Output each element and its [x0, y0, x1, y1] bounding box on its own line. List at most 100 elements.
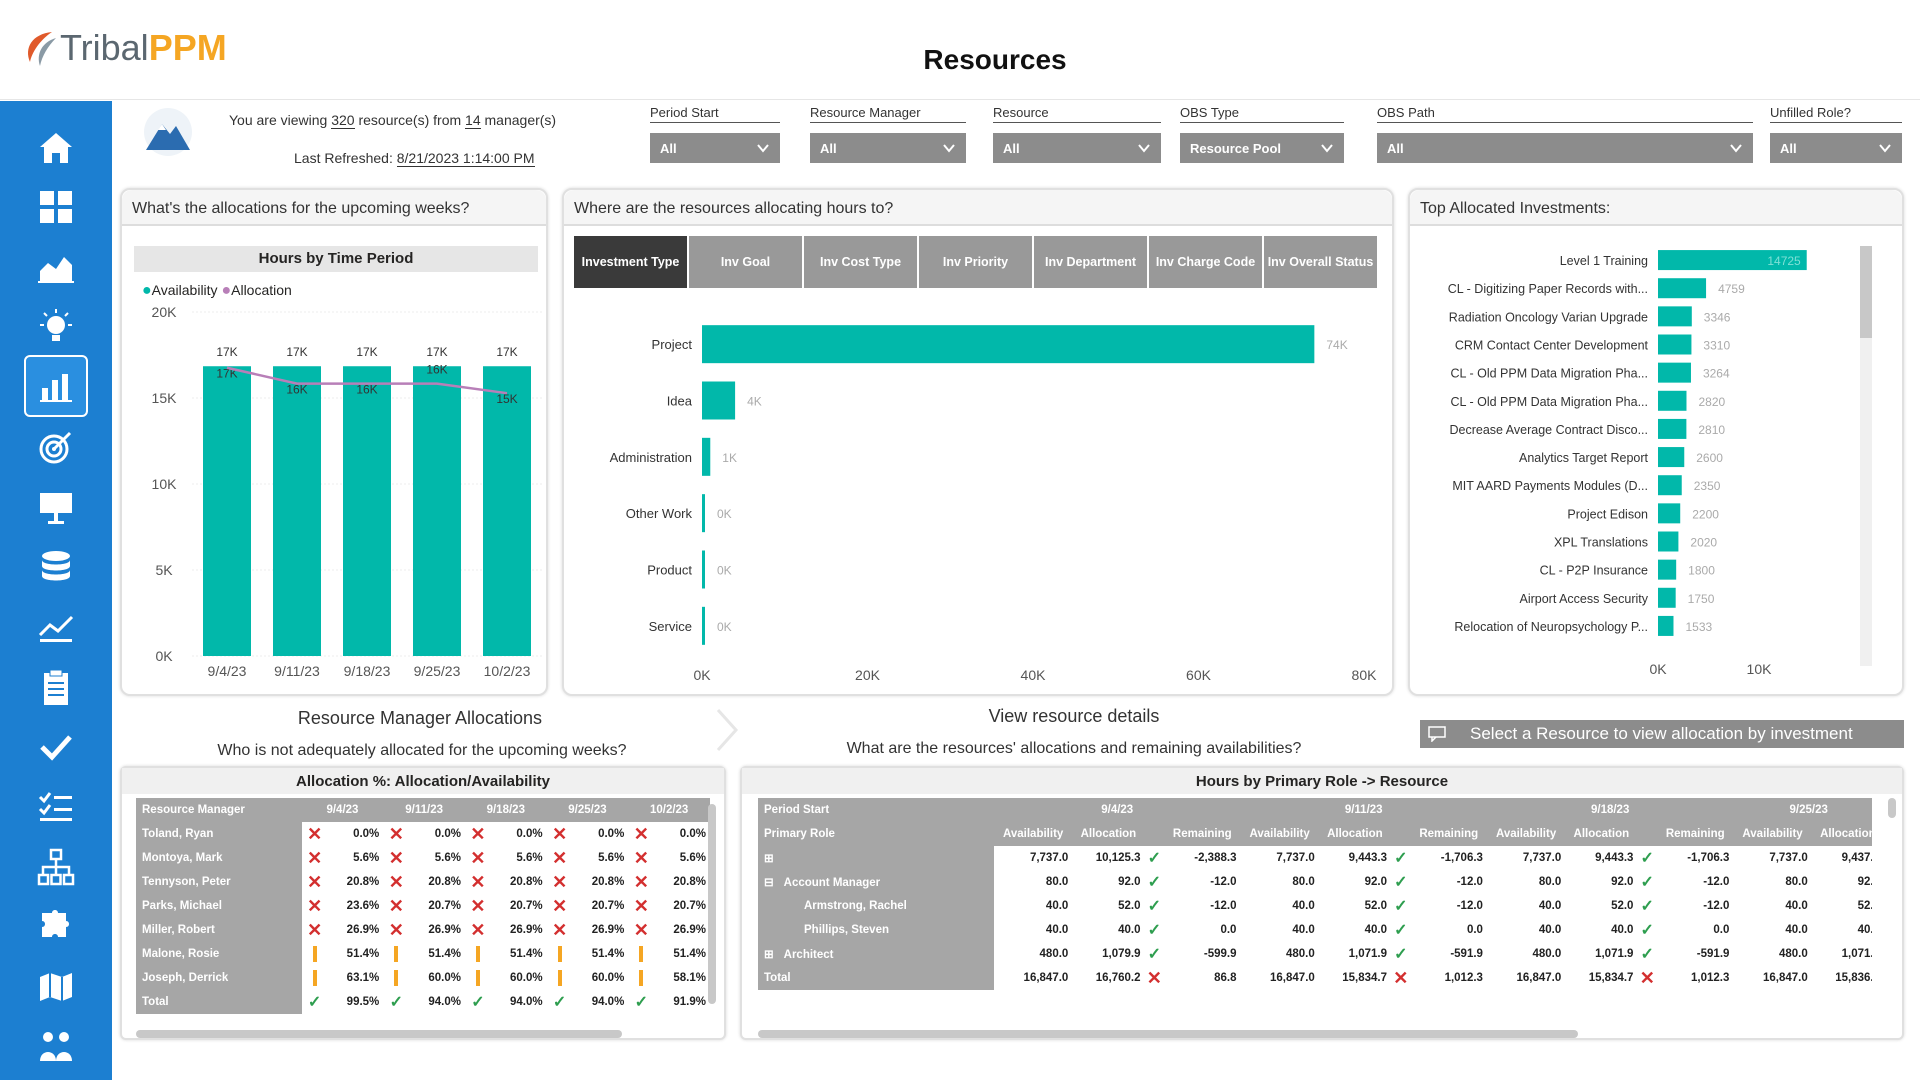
panel-title: Where are the resources allocating hours…: [564, 190, 1392, 226]
status-header[interactable]: [1637, 822, 1658, 846]
column-header[interactable]: 9/18/23: [464, 798, 547, 822]
status-cell: ✓: [383, 990, 409, 1014]
table-row[interactable]: Total 16,847.0 16,760.2 ✕ 86.8 16,847.0 15,834…: [758, 966, 1872, 990]
sub-column-header[interactable]: Allocation: [1565, 822, 1638, 846]
column-header[interactable]: 9/4/23: [301, 798, 384, 822]
home-icon[interactable]: [24, 119, 88, 175]
slicer-dropdown[interactable]: All: [1377, 133, 1753, 163]
row-label[interactable]: ⊟ Account Manager: [758, 870, 994, 894]
clipboard-icon[interactable]: [24, 659, 88, 715]
people-icon[interactable]: [24, 1019, 88, 1075]
period-header[interactable]: 9/18/23: [1486, 798, 1734, 822]
vertical-scrollbar[interactable]: [708, 804, 716, 1004]
period-header[interactable]: 9/4/23: [994, 798, 1241, 822]
presentation-icon[interactable]: [24, 479, 88, 535]
org-chart-icon[interactable]: [24, 839, 88, 895]
table-row[interactable]: Montoya, Mark ✕ 5.6% ✕ 5.6% ✕ 5.6% ✕ 5.6% ✕ 5.6%: [136, 846, 710, 870]
status-cell: [302, 966, 328, 990]
status-cell: ✓: [1391, 846, 1411, 870]
lightbulb-icon[interactable]: [24, 299, 88, 355]
table-row[interactable]: Phillips, Steven 40.0 40.0 ✓ 0.0 40.0 40.0 ✓ 0.0…: [758, 918, 1872, 942]
check-icon: ✓: [1147, 946, 1162, 963]
status-cell: [383, 966, 409, 990]
tab-inv-overall-status[interactable]: Inv Overall Status: [1264, 236, 1377, 288]
column-header[interactable]: 9/11/23: [383, 798, 465, 822]
expand-icon[interactable]: ⊞: [764, 949, 774, 961]
table-row[interactable]: ⊞ Architect 480.0 1,079.9 ✓ -599.9 480.0 1,071.…: [758, 942, 1872, 966]
table-row[interactable]: Total ✓ 99.5% ✓ 94.0% ✓ 94.0% ✓ 94.0% ✓ 91.9%: [136, 990, 710, 1014]
x-tick-label: 9/18/23: [344, 663, 391, 679]
column-header[interactable]: Resource Manager: [136, 798, 302, 822]
hours-value: 40.0: [1364, 924, 1387, 936]
table-row[interactable]: Tennyson, Peter ✕ 20.8% ✕ 20.8% ✕ 20.8% ✕ 20.8% ✕…: [136, 870, 710, 894]
row-label[interactable]: Phillips, Steven: [758, 918, 994, 942]
investment-label: Level 1 Training: [1560, 254, 1648, 268]
area-chart-icon[interactable]: [24, 239, 88, 295]
sub-column-header[interactable]: Availability: [994, 822, 1073, 846]
line-chart-icon[interactable]: [24, 599, 88, 655]
horizontal-scrollbar[interactable]: [758, 1030, 1578, 1038]
slicer-dropdown[interactable]: Resource Pool: [1180, 133, 1344, 163]
tab-inv-priority[interactable]: Inv Priority: [919, 236, 1032, 288]
sub-column-header[interactable]: Allocation: [1072, 822, 1145, 846]
sub-column-header[interactable]: Allocation: [1318, 822, 1391, 846]
table-row[interactable]: Toland, Ryan ✕ 0.0% ✕ 0.0% ✕ 0.0% ✕ 0.0% ✕ 0.0%: [136, 822, 710, 846]
row-label[interactable]: ⊞: [758, 846, 994, 870]
horizontal-scrollbar[interactable]: [136, 1030, 622, 1038]
select-resource-button[interactable]: Select a Resource to view allocation by …: [1420, 720, 1904, 748]
table-row[interactable]: Parks, Michael ✕ 23.6% ✕ 20.7% ✕ 20.7% ✕ 20.7% ✕ 2…: [136, 894, 710, 918]
sub-column-header[interactable]: Availability: [1733, 822, 1812, 846]
status-header[interactable]: [1144, 822, 1165, 846]
slicer-obs-type: OBS Type Resource Pool: [1180, 105, 1344, 163]
tab-inv-cost-type[interactable]: Inv Cost Type: [804, 236, 917, 288]
map-icon[interactable]: [24, 959, 88, 1015]
sub-column-header[interactable]: Remaining: [1657, 822, 1734, 846]
tab-inv-department[interactable]: Inv Department: [1034, 236, 1147, 288]
slicer-dropdown[interactable]: All: [650, 133, 780, 163]
dashboard-icon[interactable]: [24, 179, 88, 235]
expand-icon[interactable]: ⊞: [764, 853, 774, 865]
database-icon[interactable]: [24, 539, 88, 595]
scrollbar-thumb[interactable]: [1860, 246, 1872, 338]
sub-column-header[interactable]: Availability: [1240, 822, 1319, 846]
table-row[interactable]: ⊟ Account Manager 80.0 92.0 ✓ -12.0 80.0 92.0 ✓ -…: [758, 870, 1872, 894]
bar-data-label: 2020: [1690, 536, 1717, 550]
cross-icon: ✕: [307, 847, 323, 868]
scrollbar-track[interactable]: [1860, 246, 1872, 666]
status-header[interactable]: [1390, 822, 1411, 846]
slicer-dropdown[interactable]: All: [993, 133, 1161, 163]
sub-column-header[interactable]: Availability: [1486, 822, 1566, 846]
tab-inv-charge-code[interactable]: Inv Charge Code: [1149, 236, 1262, 288]
row-label[interactable]: Total: [758, 966, 994, 990]
slicer-dropdown[interactable]: All: [810, 133, 966, 163]
puzzle-icon[interactable]: [24, 899, 88, 955]
tab-inv-goal[interactable]: Inv Goal: [689, 236, 802, 288]
table-row[interactable]: Joseph, Derrick 63.1% 60.0% 60.0% 60.0% 58.1%: [136, 966, 710, 990]
sub-column-header[interactable]: Remaining: [1410, 822, 1487, 846]
sub-column-header[interactable]: Allocation: [1811, 822, 1872, 846]
row-label[interactable]: Armstrong, Rachel: [758, 894, 994, 918]
hours-value: -12.0: [1456, 876, 1483, 888]
checklist-icon[interactable]: [24, 779, 88, 835]
target-icon[interactable]: [24, 419, 88, 475]
column-header[interactable]: 9/25/23: [546, 798, 629, 822]
period-header[interactable]: 9/25/23: [1733, 798, 1872, 822]
table-row[interactable]: ⊞ 7,737.0 10,125.3 ✓ -2,388.3 7,737.0 9,443.3 ✓…: [758, 846, 1872, 870]
table-row[interactable]: Armstrong, Rachel 40.0 52.0 ✓ -12.0 40.0 52.0 ✓…: [758, 894, 1872, 918]
row-label: Joseph, Derrick: [136, 966, 302, 990]
sub-column-header[interactable]: Remaining: [1164, 822, 1241, 846]
slicer-dropdown[interactable]: All: [1770, 133, 1902, 163]
tab-investment-type[interactable]: Investment Type: [574, 236, 687, 288]
row-label[interactable]: ⊞ Architect: [758, 942, 994, 966]
checkmark-icon[interactable]: [24, 719, 88, 775]
table-row[interactable]: Malone, Rosie 51.4% 51.4% 51.4% 51.4% 51.4%: [136, 942, 710, 966]
table-row[interactable]: Miller, Robert ✕ 26.9% ✕ 26.9% ✕ 26.9% ✕ 26.9% ✕ 2…: [136, 918, 710, 942]
vertical-scrollbar[interactable]: [1888, 798, 1896, 818]
period-header[interactable]: 9/11/23: [1240, 798, 1487, 822]
bar-chart-icon[interactable]: [24, 355, 88, 417]
collapse-icon[interactable]: ⊟: [764, 877, 774, 889]
investment-label: MIT AARD Payments Modules (D...: [1452, 479, 1648, 493]
warning-bar-icon: [394, 946, 399, 962]
percent-value: 51.4%: [346, 948, 380, 960]
column-header[interactable]: 10/2/23: [628, 798, 710, 822]
